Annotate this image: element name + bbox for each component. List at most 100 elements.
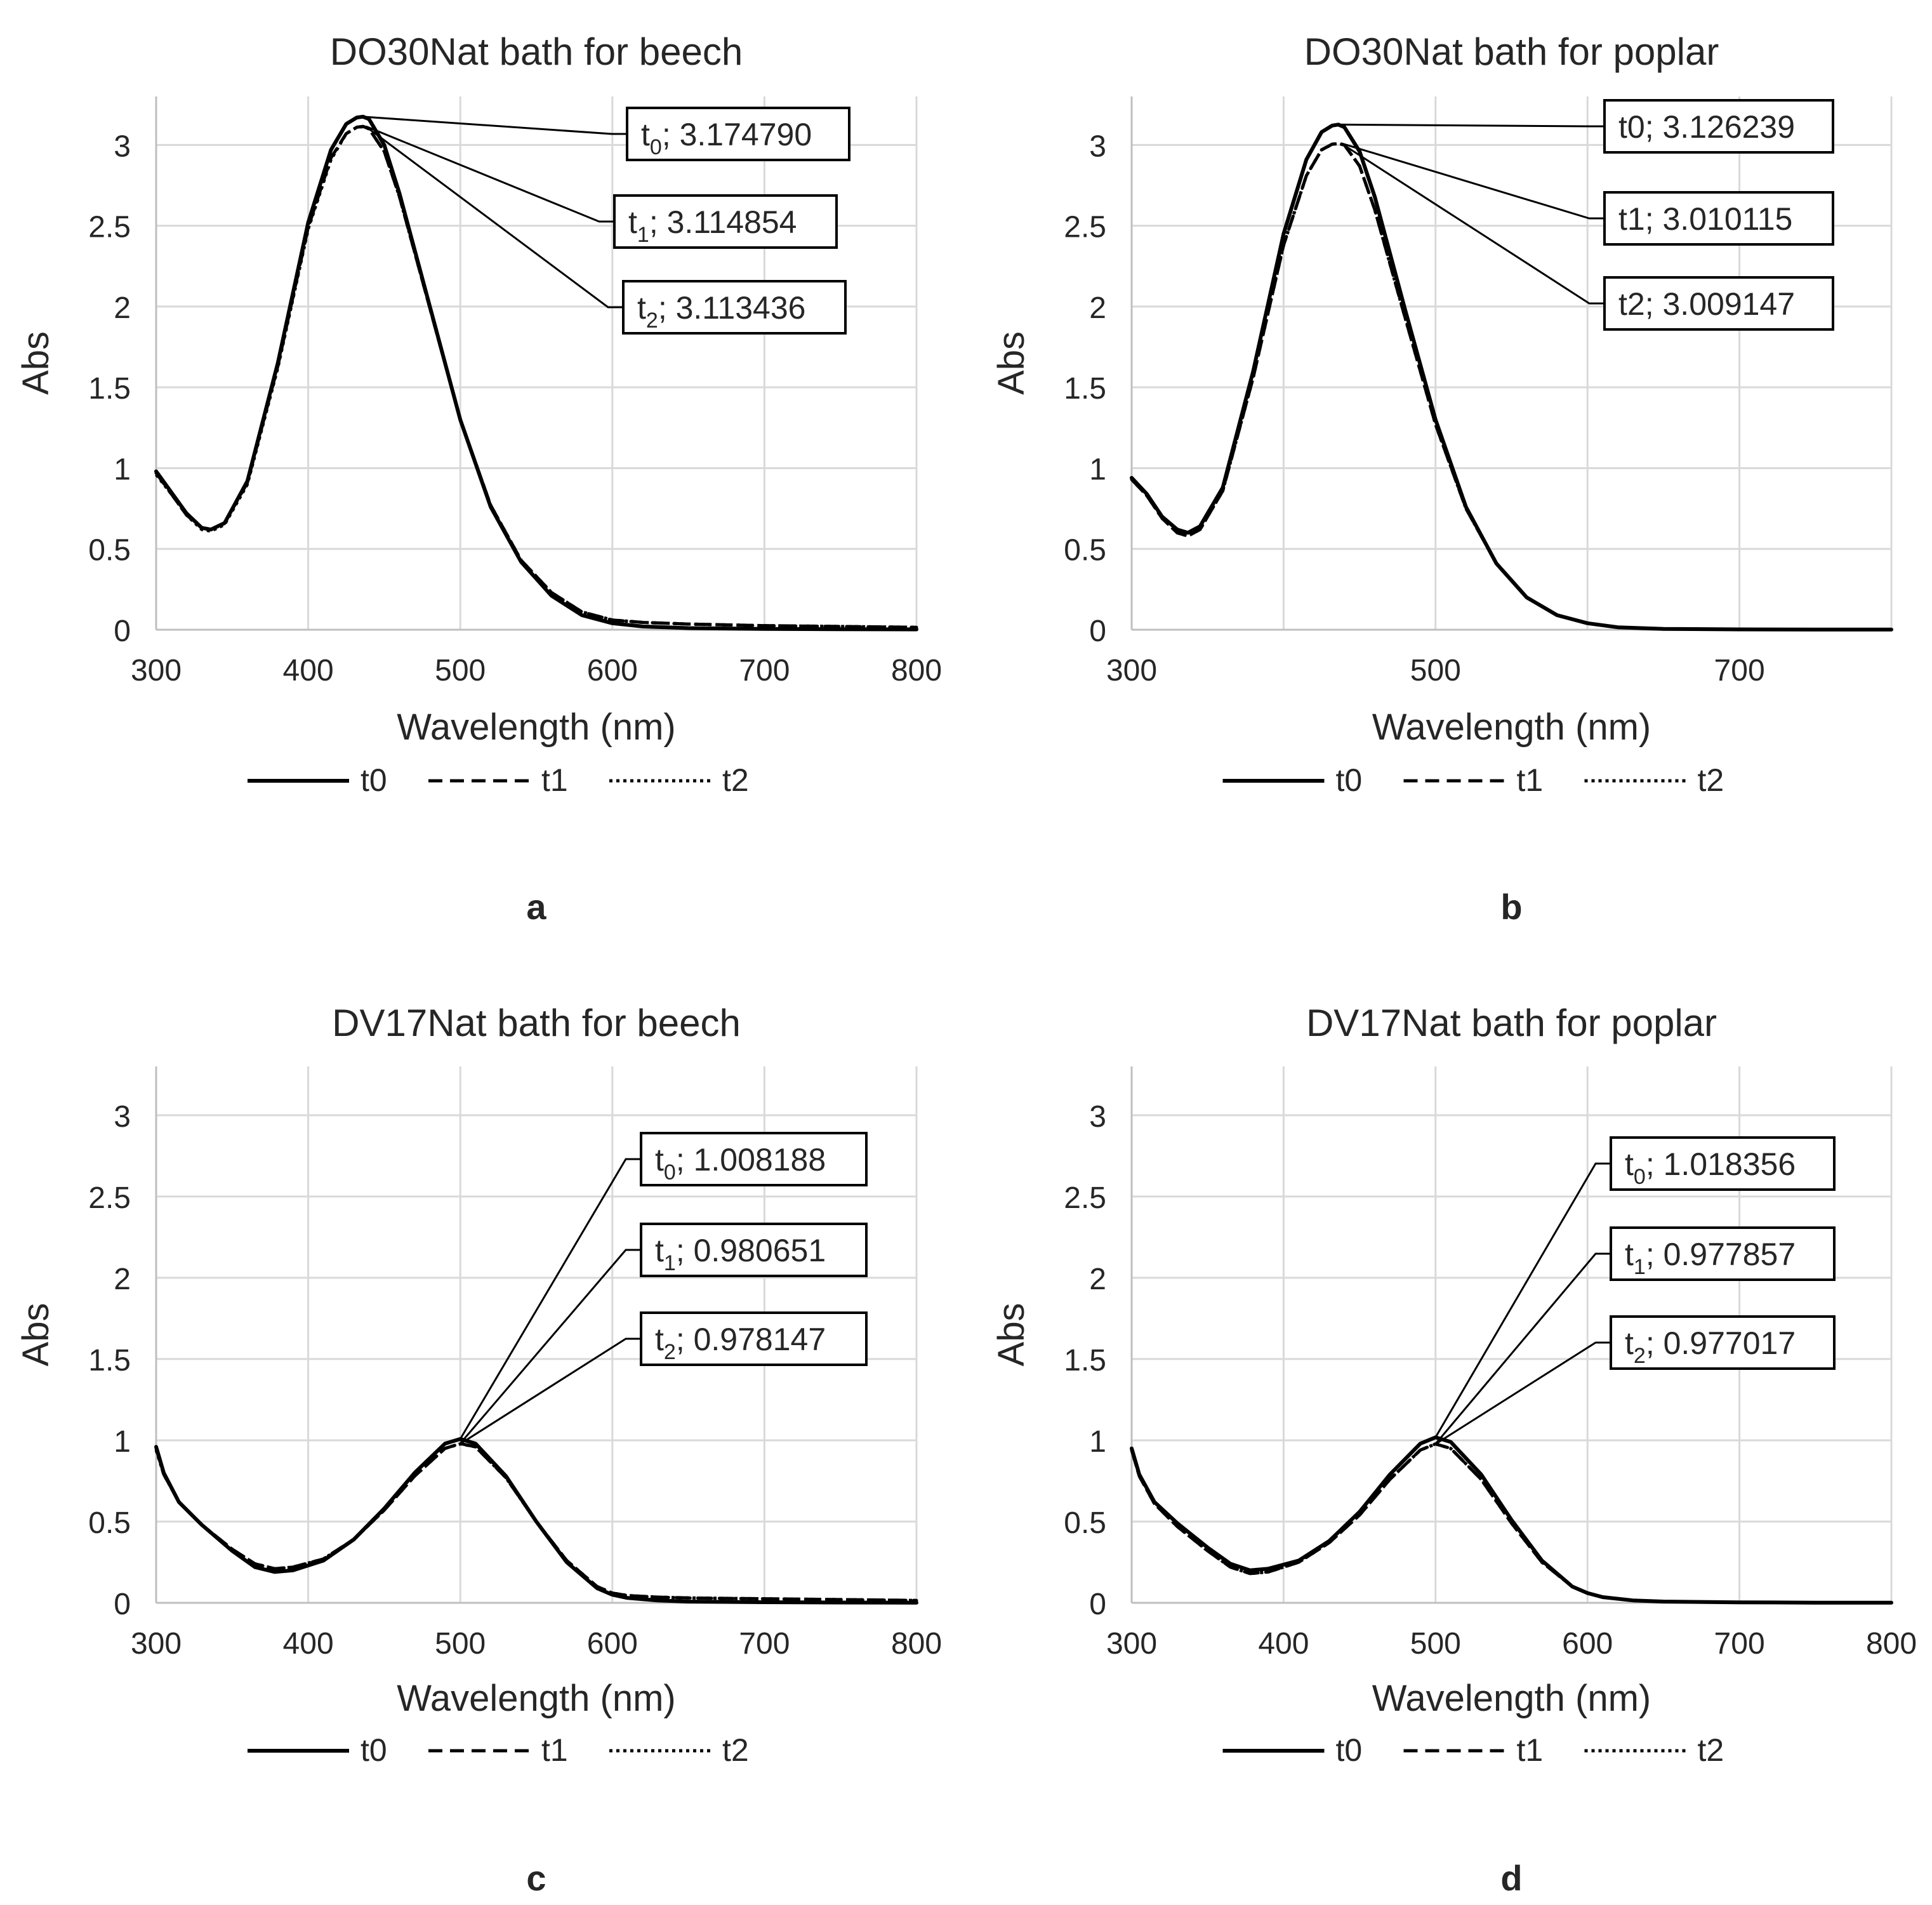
callout-box [613,194,838,249]
x-tick-label: 300 [1106,654,1157,687]
x-tick-label: 300 [131,654,182,687]
callout-leader-line [1434,1162,1611,1438]
x-tick-label: 700 [739,654,790,687]
legend-label-t2: t2 [722,762,749,798]
panel-letter: c [526,1858,546,1898]
callout-label: t0; 3.126239 [1618,109,1795,145]
legend-label-t2: t2 [722,1732,749,1768]
callout-label: t1; 0.980651 [655,1233,826,1275]
legend-label-t1: t1 [1517,1732,1544,1768]
x-tick-label: 500 [435,654,486,687]
callout-leader-line [1340,142,1604,305]
y-tick-label: 3 [114,129,131,163]
y-tick-label: 2 [114,1263,131,1296]
y-tick-label: 2 [1089,1263,1106,1296]
y-tick-label: 2.5 [1064,1181,1106,1215]
x-axis-label: Wavelength (nm) [1372,707,1651,748]
callout-box [640,1223,868,1277]
y-tick-label: 0 [114,614,131,648]
y-tick-label: 1 [1089,453,1106,486]
y-tick-label: 1.5 [1064,372,1106,406]
callout-box [640,1132,868,1186]
y-tick-label: 1 [114,1425,131,1459]
callout-leader-line [362,116,627,135]
x-tick-label: 700 [1714,654,1765,687]
x-tick-label: 600 [587,654,638,687]
callout-label: t2; 0.977017 [1625,1325,1796,1368]
callout-label: t2; 3.113436 [637,290,805,333]
callout-box [1603,191,1834,246]
series-line-t0 [154,1437,918,1605]
y-tick-label: 1.5 [88,1344,131,1377]
callout-box [640,1311,868,1366]
y-tick-label: 2 [1089,291,1106,325]
callout-label: t1; 3.114854 [628,204,797,247]
x-tick-label: 300 [1106,1627,1157,1661]
callout-box [626,107,850,161]
callout-label: t1; 0.977857 [1625,1237,1796,1279]
callout-leader-line [1338,123,1604,128]
chart-panel-d: DV17Nat bath for poplar 0 0.5 1 1.5 2 2.5 3 300 4… [991,1002,1917,1898]
chart-panel-b: DO30Nat bath for poplar 0 0.5 1 1.5 2 2.5 3 300 5… [991,30,1893,927]
series-line-t0 [154,114,918,632]
callout-label: t2; 0.978147 [655,1322,826,1364]
y-tick-label: 3 [1089,1100,1106,1134]
x-tick-label: 400 [1258,1627,1309,1661]
x-tick-label: 500 [435,1627,486,1661]
callout-label: t0; 1.018356 [1625,1146,1796,1189]
callout-box [622,280,847,335]
y-tick-label: 2.5 [88,1181,131,1215]
y-tick-label: 0 [1089,614,1106,648]
y-tick-label: 1.5 [1064,1344,1106,1377]
series-line-t1 [1130,142,1893,632]
callout-label: t2; 3.009147 [1618,286,1795,322]
y-tick-label: 0.5 [1064,1506,1106,1540]
y-axis-label: Abs [991,331,1032,395]
y-axis-label: Abs [15,1303,56,1367]
callout-label: t0; 3.174790 [641,117,812,159]
y-tick-label: 3 [1089,129,1106,163]
x-tick-label: 600 [1562,1627,1613,1661]
callout-leader-line [460,1337,641,1445]
x-tick-label: 400 [283,654,334,687]
legend-label-t0: t0 [1336,1732,1363,1768]
callout-box [1610,1226,1836,1281]
legend-label-t0: t0 [1336,762,1363,798]
callout-leader-line [1434,1341,1611,1445]
legend-label-t0: t0 [361,1732,387,1768]
y-tick-label: 1.5 [88,372,131,406]
x-axis-label: Wavelength (nm) [397,707,675,748]
x-tick-label: 700 [739,1627,790,1661]
series-line-t2 [155,125,917,629]
callout-box [1603,99,1834,154]
y-axis-label: Abs [991,1303,1032,1367]
legend-label-t1: t1 [1517,762,1544,798]
callout-leader-line [366,125,614,223]
panel-letter: d [1500,1858,1522,1898]
callout-leader-line [365,126,623,309]
callout-leader-line [459,1158,641,1440]
series-line-t2 [154,1442,917,1602]
y-tick-label: 3 [114,1100,131,1134]
callout-leader-line [1434,1252,1611,1445]
x-tick-label: 500 [1410,1627,1461,1661]
chart-title: DV17Nat bath for beech [332,1002,741,1044]
legend-label-t1: t1 [541,1732,568,1768]
panel-letter: b [1500,887,1522,927]
x-tick-label: 800 [1866,1627,1917,1661]
series-line-t0 [1130,123,1893,632]
callout-leader-line [460,1249,641,1444]
x-tick-label: 800 [891,1627,942,1661]
y-tick-label: 0.5 [1064,534,1106,568]
x-tick-label: 300 [131,1627,182,1661]
chart-panel-a: DO30Nat bath for beech 0 0.5 1 1.5 2 2.5 3 300 40… [15,30,942,927]
callout-box [1603,276,1834,331]
series-line-t2 [1130,142,1891,632]
callout-box [1610,1136,1836,1191]
x-axis-label: Wavelength (nm) [1372,1678,1651,1719]
y-tick-label: 1 [114,453,131,486]
x-tick-label: 600 [587,1627,638,1661]
series-line-t0 [1130,1435,1893,1605]
panel-letter: a [526,887,546,927]
